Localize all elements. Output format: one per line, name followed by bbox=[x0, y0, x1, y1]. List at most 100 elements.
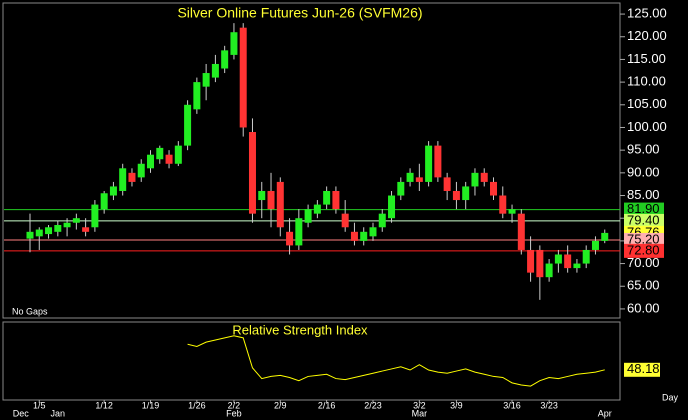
rsi-panel bbox=[2, 321, 621, 401]
candle-body bbox=[406, 172, 414, 182]
candle-body bbox=[601, 232, 609, 241]
candle-body bbox=[165, 154, 173, 164]
y-tick-label: 90.00 bbox=[627, 164, 660, 179]
candle-body bbox=[471, 172, 479, 187]
candle-body bbox=[26, 231, 34, 239]
candle-body bbox=[452, 190, 460, 201]
level-label-bg bbox=[624, 232, 664, 247]
candle-body bbox=[202, 73, 210, 87]
month-label: Mar bbox=[412, 408, 428, 418]
candle-body bbox=[369, 227, 377, 237]
x-tick-label: 1/19 bbox=[142, 400, 160, 410]
chart-title: Silver Online Futures Jun-26 (SVFM26) bbox=[177, 5, 422, 21]
candle-body bbox=[591, 240, 599, 250]
candle-body bbox=[527, 249, 535, 273]
candle-body bbox=[545, 263, 553, 278]
candle-body bbox=[350, 231, 358, 241]
candle-body bbox=[582, 249, 590, 264]
rsi-line bbox=[187, 335, 605, 387]
x-tick-label: 2/9 bbox=[274, 400, 287, 410]
y-tick-label: 70.00 bbox=[627, 255, 660, 270]
candle-body bbox=[341, 213, 349, 228]
candle-body bbox=[499, 195, 507, 214]
rsi-label-bg bbox=[624, 362, 660, 377]
x-tick-label: 3/2 bbox=[413, 400, 426, 410]
candle-body bbox=[230, 32, 238, 55]
x-tick-label: 1/5 bbox=[33, 400, 46, 410]
candle-body bbox=[388, 195, 396, 219]
level-label-bg bbox=[624, 202, 664, 217]
candle-body bbox=[462, 186, 470, 201]
level-label: 81.90 bbox=[627, 201, 660, 216]
candle-body bbox=[554, 254, 562, 264]
candle-body bbox=[573, 263, 581, 269]
y-tick-label: 100.00 bbox=[627, 119, 667, 134]
month-label: Apr bbox=[598, 408, 612, 418]
candle-body bbox=[443, 177, 451, 191]
candle-body bbox=[397, 181, 405, 196]
y-tick-label: 125.00 bbox=[627, 6, 667, 21]
note: No Gaps bbox=[12, 306, 48, 316]
x-tick-label: 2/23 bbox=[364, 400, 382, 410]
candle-body bbox=[378, 213, 386, 228]
x-tick-label: 1/26 bbox=[188, 400, 206, 410]
y-tick-label: 115.00 bbox=[627, 51, 666, 66]
candle-body bbox=[193, 82, 201, 110]
candle-body bbox=[72, 218, 80, 223]
x-tick-label: 3/23 bbox=[540, 400, 558, 410]
candle-body bbox=[564, 254, 572, 269]
month-label: Jan bbox=[51, 408, 66, 418]
level-label-bg bbox=[624, 213, 664, 228]
candle-body bbox=[54, 225, 62, 232]
candle-body bbox=[156, 147, 164, 160]
candle-body bbox=[119, 168, 127, 191]
candle-body bbox=[221, 50, 229, 69]
candle-body bbox=[137, 163, 145, 178]
x-tick-label: 3/9 bbox=[450, 400, 463, 410]
y-tick-label: 120.00 bbox=[627, 28, 667, 43]
candle-body bbox=[508, 209, 516, 214]
candle-body bbox=[82, 227, 90, 232]
rsi-value-label: 48.18 bbox=[627, 361, 660, 376]
rsi-title: Relative Strength Index bbox=[232, 322, 368, 337]
candle-body bbox=[286, 231, 294, 246]
candle-body bbox=[267, 190, 275, 210]
candle-body bbox=[304, 209, 312, 223]
candle-body bbox=[35, 229, 43, 237]
interval: Day bbox=[662, 392, 679, 402]
candle-body bbox=[91, 204, 99, 228]
x-tick-label: 2/2 bbox=[228, 400, 241, 410]
candle-body bbox=[248, 132, 256, 214]
level-label-bg bbox=[624, 243, 664, 258]
candle-body bbox=[332, 190, 340, 210]
candle-body bbox=[211, 63, 219, 78]
candle-body bbox=[517, 213, 525, 250]
candle-body bbox=[128, 172, 136, 182]
x-tick-label: 3/16 bbox=[503, 400, 521, 410]
candle-body bbox=[323, 190, 331, 205]
y-tick-label: 65.00 bbox=[627, 278, 660, 293]
x-tick-label: 2/16 bbox=[318, 400, 336, 410]
y-tick-label: 85.00 bbox=[627, 187, 660, 202]
y-tick-label: 105.00 bbox=[627, 96, 667, 111]
candle-body bbox=[313, 204, 321, 214]
x-tick-label: 1/12 bbox=[95, 400, 113, 410]
month-label: Dec bbox=[13, 408, 30, 418]
candle-body bbox=[147, 154, 155, 169]
candle-body bbox=[536, 249, 544, 278]
level-label: 79.40 bbox=[627, 212, 660, 227]
candle-body bbox=[480, 172, 488, 182]
candle-body bbox=[239, 27, 247, 128]
candle-body bbox=[276, 181, 284, 228]
candle-body bbox=[184, 104, 192, 146]
candle-body bbox=[295, 218, 303, 246]
candle-body bbox=[360, 231, 368, 241]
level-label: 75.20 bbox=[627, 231, 660, 246]
price-panel bbox=[2, 2, 621, 319]
candle-body bbox=[174, 145, 182, 164]
candle-body bbox=[109, 186, 117, 196]
level-label: 72.80 bbox=[627, 242, 660, 257]
candle-body bbox=[63, 222, 71, 228]
candle-body bbox=[415, 177, 423, 182]
